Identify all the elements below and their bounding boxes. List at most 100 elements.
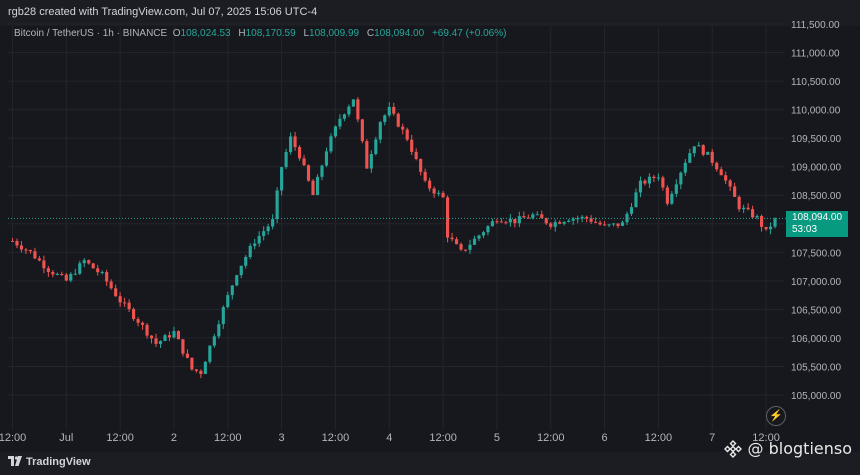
candle-body: [212, 336, 216, 346]
candle-body: [244, 257, 248, 266]
candle-body: [468, 244, 472, 250]
candle-body: [248, 245, 252, 258]
candle-body: [342, 114, 346, 119]
candle-body: [526, 217, 530, 219]
candle-body: [15, 240, 19, 246]
candle-body: [280, 167, 284, 191]
candle-body: [55, 273, 59, 275]
candle-body: [728, 180, 732, 187]
open-value: 108,024.53: [180, 28, 231, 39]
candle-body: [378, 122, 382, 140]
candle-body: [306, 165, 311, 181]
candle-body: [351, 99, 355, 107]
symbol-label[interactable]: Bitcoin / TetherUS · 1h · BINANCE: [14, 28, 168, 39]
candle-body: [257, 235, 261, 244]
x-tick-label: 12:00: [645, 432, 673, 444]
candle-body: [315, 176, 320, 196]
candle-body: [302, 158, 306, 166]
candle-body: [185, 353, 189, 358]
candle-body: [109, 281, 113, 289]
candle-body: [701, 145, 705, 155]
candle-body: [737, 196, 741, 210]
x-tick-label: 2: [171, 432, 177, 444]
tradingview-logo[interactable]: TradingView: [8, 456, 91, 468]
candle-body: [118, 296, 122, 303]
candle-body: [768, 226, 773, 230]
candle-body: [289, 136, 293, 153]
candle-body: [629, 207, 634, 214]
candle-body: [656, 177, 660, 179]
candle-body: [634, 192, 638, 208]
candle-body: [589, 218, 593, 222]
candle-body: [10, 240, 15, 242]
close-value: 108,094.00: [374, 28, 425, 39]
candle-body: [652, 176, 656, 178]
candle-body: [598, 222, 602, 225]
candle-body: [199, 370, 203, 375]
candle-body: [419, 158, 423, 172]
candle-body: [46, 268, 50, 273]
ohlc-legend: Bitcoin / TetherUS · 1h · BINANCE O108,0…: [14, 28, 511, 39]
candle-body: [293, 136, 297, 148]
candle-body: [69, 273, 73, 281]
candle-body: [82, 260, 86, 264]
candle-body: [320, 165, 324, 177]
candle-body: [661, 177, 665, 188]
candle-body: [203, 361, 207, 375]
candle-body: [37, 258, 41, 261]
candle-body: [670, 193, 674, 204]
x-tick-label: 3: [279, 432, 285, 444]
candle-body: [51, 272, 55, 275]
candle-body: [100, 272, 104, 274]
candle-body: [638, 180, 643, 193]
candle-body: [91, 263, 95, 269]
x-tick-label: 4: [386, 432, 392, 444]
candle-body: [262, 231, 266, 236]
candle-body: [746, 207, 750, 210]
candle-body: [405, 129, 409, 140]
lightning-icon[interactable]: ⚡: [766, 406, 786, 426]
candle-body: [603, 224, 607, 226]
x-tick-label: 12:00: [537, 432, 565, 444]
x-tick-label: 12:00: [322, 432, 350, 444]
candle-body: [145, 324, 149, 336]
candle-body: [715, 162, 719, 170]
candle-body: [105, 272, 109, 282]
candle-body: [324, 151, 329, 166]
candle-body: [764, 226, 768, 230]
candle-body: [114, 288, 118, 297]
candle-body: [450, 237, 454, 240]
candle-body: [607, 224, 611, 226]
candle-body: [580, 216, 584, 219]
candle-body: [266, 226, 270, 232]
candle-body: [410, 139, 414, 152]
candle-body: [531, 214, 535, 218]
candle-body: [459, 244, 463, 250]
candle-body: [755, 216, 759, 218]
candle-body: [522, 216, 526, 218]
high-label: H: [238, 28, 246, 39]
y-tick-label: 108,500.00: [791, 191, 841, 202]
last-price-tag: 108,094.00 53:03: [786, 211, 848, 237]
top-bar: [0, 0, 860, 26]
candle-body: [423, 171, 427, 181]
candle-body: [441, 192, 445, 198]
candle-body: [620, 222, 625, 226]
y-tick-label: 110,500.00: [791, 77, 841, 88]
bar-countdown: 53:03: [792, 224, 818, 235]
candle-body: [347, 106, 351, 115]
candle-body: [60, 273, 64, 275]
close-label: C: [366, 28, 375, 39]
candle-body: [297, 147, 302, 159]
candle-body: [446, 197, 450, 238]
candle-body: [194, 369, 198, 371]
candle-body: [688, 153, 692, 163]
bottom-bar: [0, 452, 860, 475]
candle-body: [42, 260, 46, 269]
candle-body: [64, 274, 68, 281]
candle-body: [19, 245, 24, 250]
x-tick-label: 6: [602, 432, 608, 444]
candle-body: [706, 151, 710, 155]
candle-body: [230, 285, 234, 296]
